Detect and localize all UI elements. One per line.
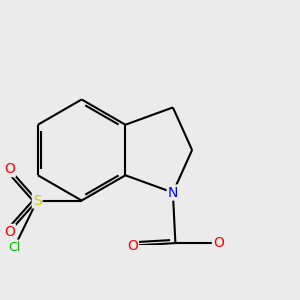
Text: O: O [127, 238, 138, 253]
Text: O: O [213, 236, 224, 250]
Text: O: O [4, 162, 15, 176]
Text: N: N [168, 185, 178, 200]
Text: Cl: Cl [8, 241, 21, 254]
Text: O: O [4, 225, 15, 239]
Text: S: S [33, 194, 41, 208]
